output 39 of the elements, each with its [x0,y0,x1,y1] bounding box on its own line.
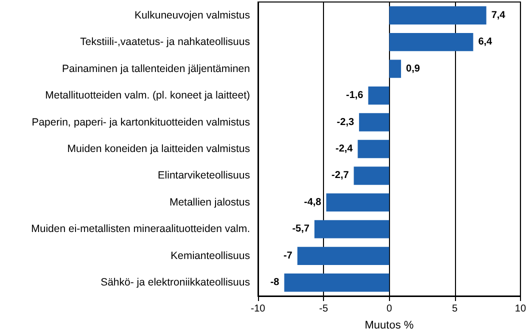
y-tick-label: Muiden ei-metallisten mineraalituotteiden valm. [31,223,250,236]
bar [297,246,390,265]
data-label: 6,4 [478,36,493,48]
y-tick-label: Painaminen ja tallenteiden jäljentäminen [62,62,250,75]
x-tick-label: -10 [250,304,266,314]
bar [326,193,390,212]
y-tick-label: Muiden koneiden ja laitteiden valmistus [67,143,250,155]
bar [284,274,390,292]
bar [389,60,402,78]
y-tick-label: Paperin, paperi- ja kartonkituotteiden valmistus [32,116,250,128]
bar [358,140,390,158]
data-label: -2,4 [335,144,354,154]
data-label: 7,4 [491,10,506,21]
y-tick-label: Kemianteollisuus [170,250,250,262]
y-tick-label: Kulkuneuvojen valmistus [134,9,250,22]
y-tick-label: Metallituotteiden valm. (pl. koneet ja laitteet) [45,90,250,102]
data-label: -2,7 [332,170,350,182]
x-tick-label: -5 [319,304,328,314]
bar [314,220,390,238]
data-label: 0,9 [406,63,420,74]
bar [389,33,474,52]
x-tick-label: 0 [386,304,392,314]
bar [389,6,486,24]
x-tick-label: 5 [452,304,458,314]
data-label: -1,6 [346,90,364,102]
y-tick-label: Sähkö- ja elektroniikkateollisuus [100,276,250,289]
y-tick-label: Elintarviketeollisuus [158,170,250,182]
data-label: -5,7 [292,224,310,235]
data-label: -2,3 [336,116,354,128]
x-tick-label: 10 [514,304,526,314]
bar [368,86,390,105]
bar [359,113,390,132]
x-axis-title: Muutos % [364,320,414,332]
data-label: -7 [283,250,293,262]
data-label: -8 [270,277,280,288]
y-tick-label: Tekstiili-,vaatetus- ja nahkateollisuus [80,36,250,48]
data-label: -4,8 [304,196,322,208]
y-tick-label: Metallien jalostus [169,196,250,208]
bar [354,166,390,185]
